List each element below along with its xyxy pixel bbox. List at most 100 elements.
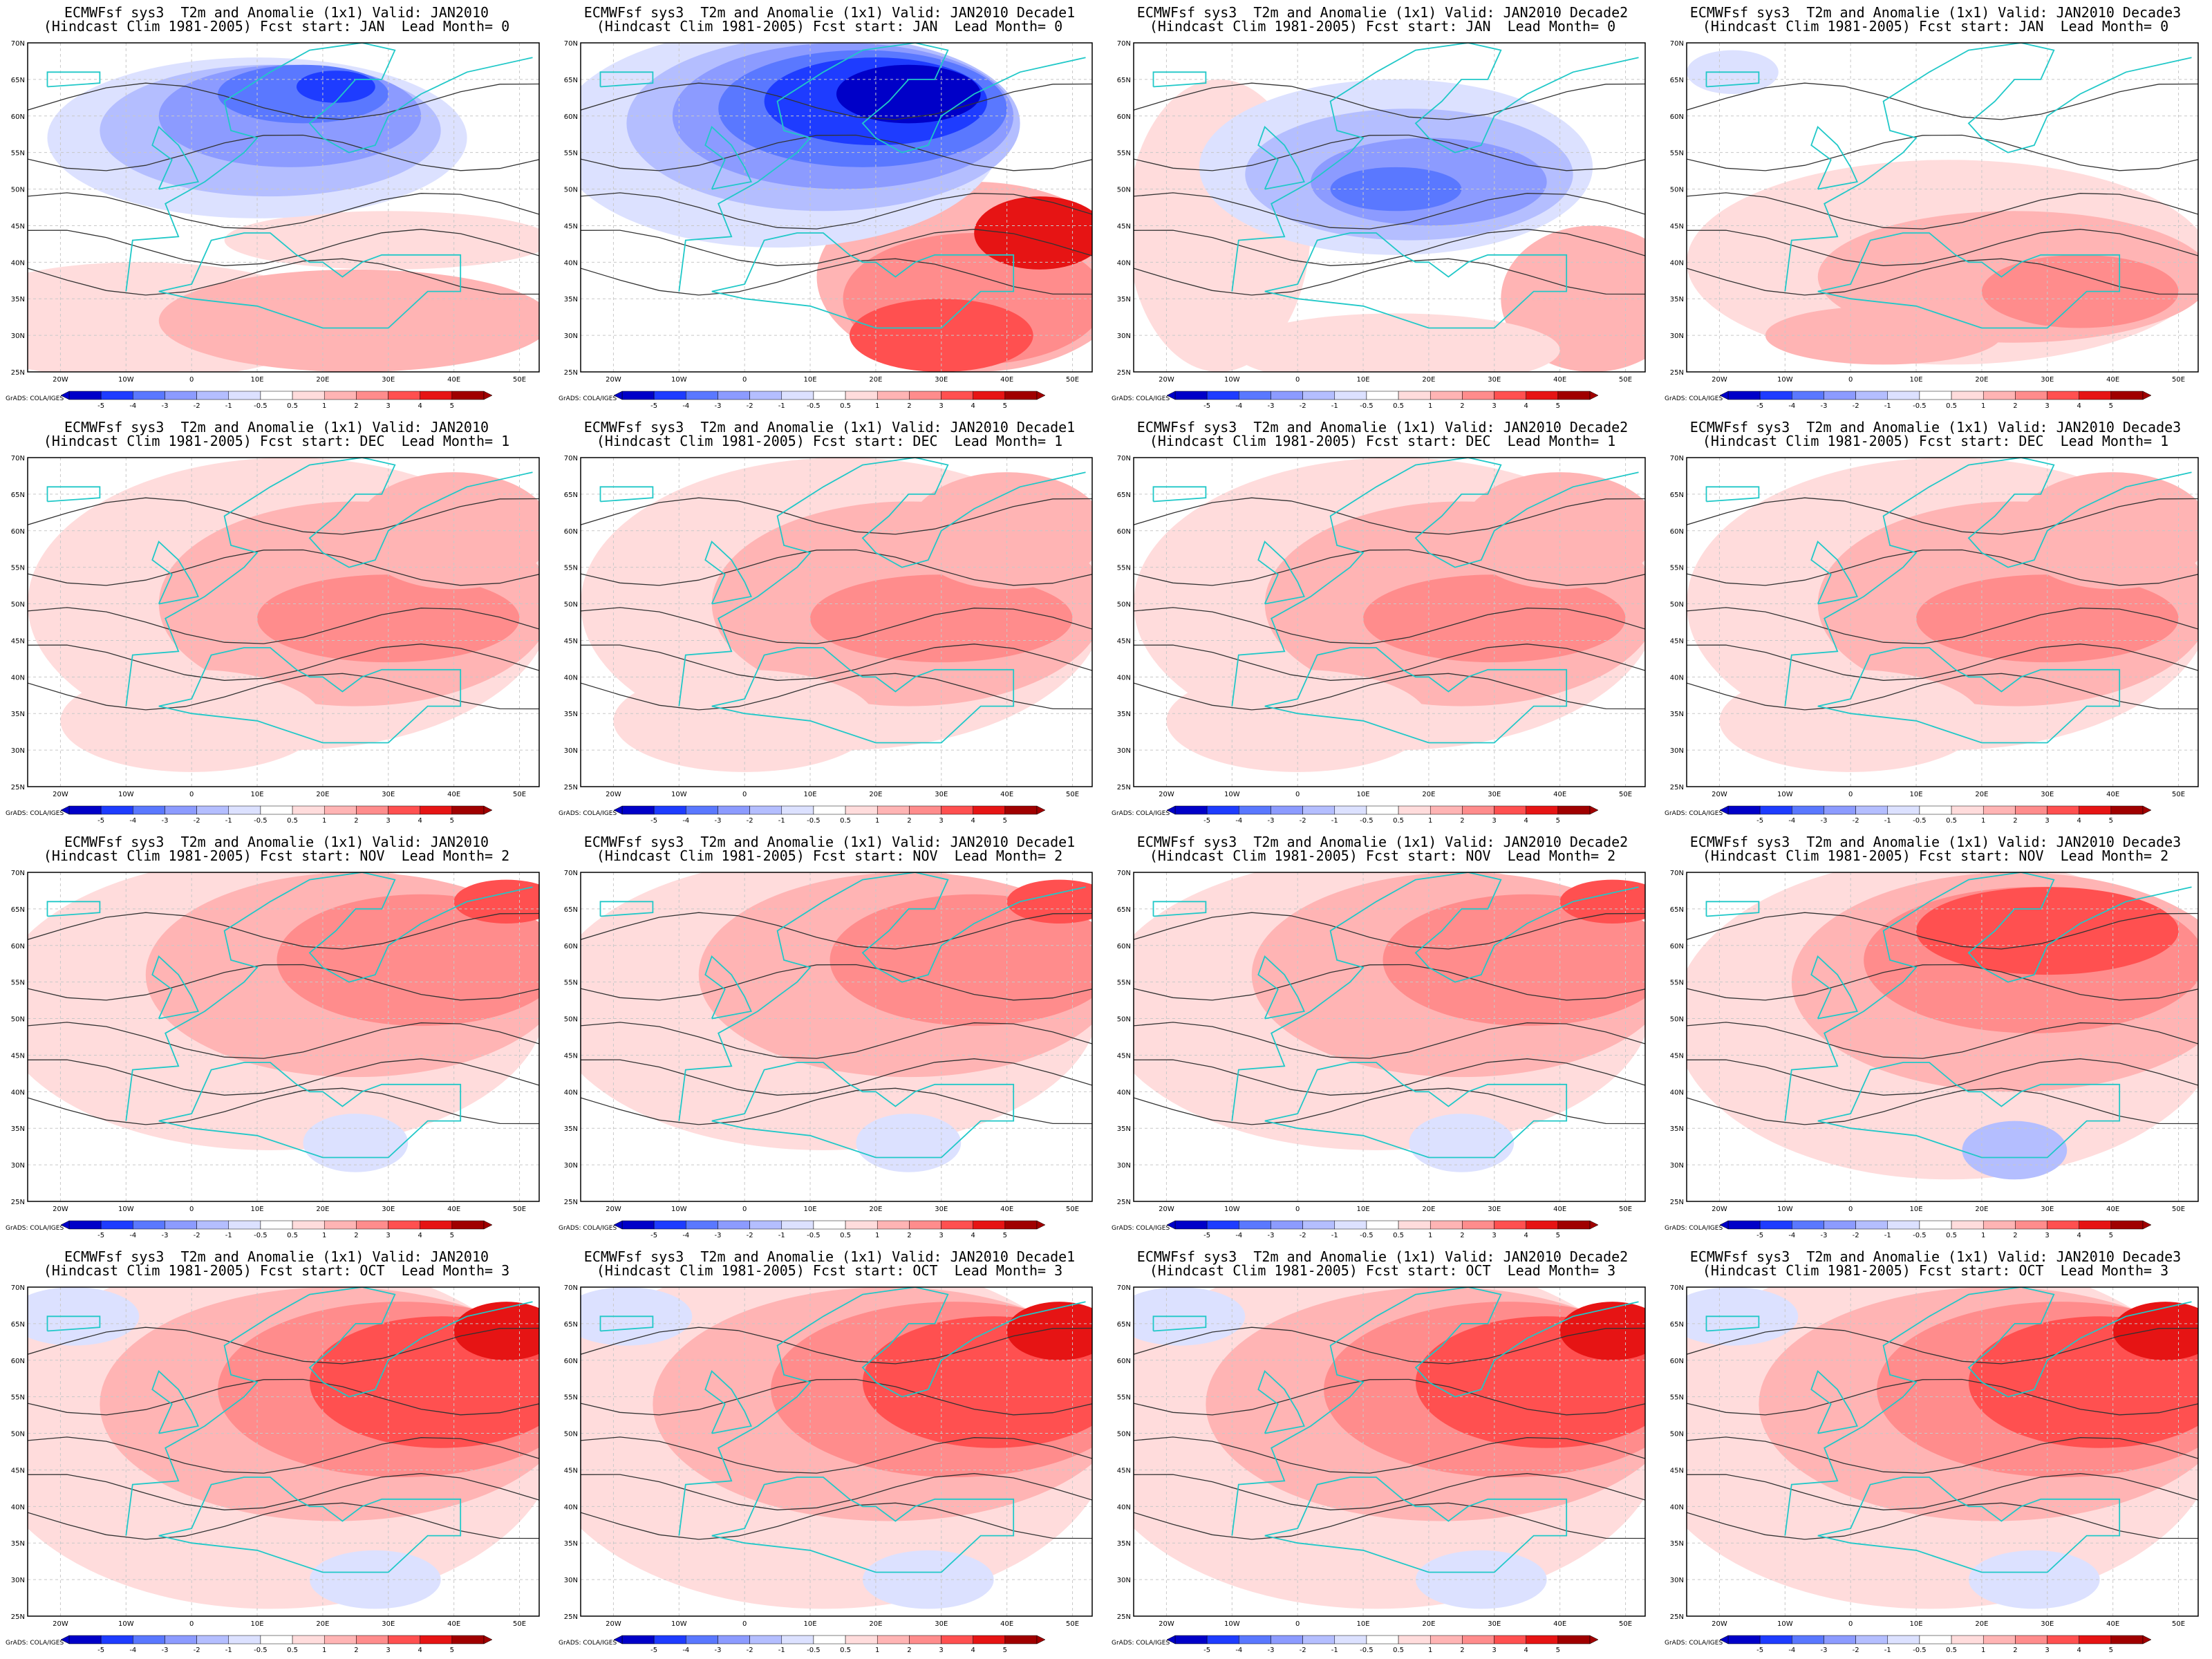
coastline [1817,232,2121,329]
colorbar-label: -1 [778,1232,785,1239]
temperature-contour [1134,1058,1645,1096]
grads-credit: GrADS: COLA/IGES [1665,395,1723,402]
colorbar-swatch [909,805,941,815]
colorbar-swatch [1727,1220,1761,1230]
colorbar-label: -0.5 [254,402,268,410]
coastline [125,872,533,1121]
longitude-label: 20E [1975,791,1988,798]
coastline [1817,1477,2121,1573]
colorbar-swatch [877,1635,910,1644]
colorbar-swatch [1855,1220,1888,1230]
latitude-label: 45N [11,1052,25,1060]
longitude-label: 10E [804,376,817,384]
coastline [158,1062,462,1159]
colorbar-swatch [1526,1635,1559,1644]
anomaly-shading [1962,1121,2068,1180]
coastline [125,43,533,292]
longitude-label: 0 [742,1620,747,1628]
temperature-contour [1134,1327,1645,1365]
panel-title-line2: (Hindcast Clim 1981-2005) Fcst start: OC… [43,1262,510,1279]
panel-title-line1: ECMWFsf sys3 T2m and Anomalie (1x1) Vali… [583,834,1076,850]
longitude-label: 0 [1848,376,1853,384]
colorbar-swatch [228,805,261,815]
panel-title-line1: ECMWFsf sys3 T2m and Anomalie (1x1) Vali… [1689,834,2182,850]
anomaly-shading [830,894,1092,1027]
latitude-label: 45N [1117,1052,1131,1060]
colorbar-label: 5 [1556,817,1560,825]
temperature-contour [1687,82,2198,120]
panel-title-line1: ECMWFsf sys3 T2m and Anomalie (1x1) Vali… [64,834,489,850]
latitude-label: 40N [564,259,578,267]
colorbar-swatch [324,1220,357,1230]
temperature-contour [1134,82,1645,120]
colorbar-label: 2 [354,1647,358,1654]
colorbar-swatch [973,805,1006,815]
latitude-label: 50N [1117,1431,1131,1438]
anomaly-shading [2014,472,2198,590]
colorbar-swatch [260,1635,293,1644]
panel-title-line2: (Hindcast Clim 1981-2005) Fcst start: NO… [43,847,510,864]
longitude-label: 50E [1066,1620,1079,1628]
map-panel: ECMWFsf sys3 T2m and Anomalie (1x1) Vali… [1106,1244,1659,1659]
coastline [1784,458,2192,706]
colorbar-swatch [941,805,973,815]
colorbar-swatch [877,805,910,815]
latitude-label: 70N [1117,40,1131,48]
latitude-label: 35N [1670,1125,1684,1133]
longitude-label: 40E [447,376,460,384]
colorbar-swatch [845,1220,878,1230]
temperature-contour [1687,1058,2198,1096]
latitude-label: 25N [11,369,25,377]
anomaly-shading [1006,1302,1092,1360]
colorbar-swatch [1462,1220,1494,1230]
latitude-label: 60N [11,528,25,536]
colorbar-swatch [1239,391,1271,400]
colorbar-swatch [324,805,357,815]
coastline [1231,43,1639,292]
colorbar-label: 4 [1524,402,1528,410]
temperature-contour [1687,497,2198,535]
colorbar-swatch [781,391,814,400]
colorbar-swatch [68,805,102,815]
colorbar-swatch [1824,1635,1856,1644]
colorbar-label: 5 [1003,817,1007,825]
latitude-label: 60N [564,943,578,950]
longitude-label: 40E [2106,791,2119,798]
colorbar-label: -1 [1331,402,1338,410]
colorbar-swatch [718,391,750,400]
colorbar-swatch [292,1635,325,1644]
colorbar-label: 5 [450,1232,454,1239]
panel-title-line1: ECMWFsf sys3 T2m and Anomalie (1x1) Vali… [1689,4,2182,21]
colorbar-swatch [196,391,229,400]
colorbar-swatch [1174,391,1208,400]
colorbar-swatch [228,391,261,400]
colorbar-swatch [749,1635,782,1644]
temperature-contour [28,1378,539,1416]
colorbar-swatch [260,391,293,400]
latitude-label: 65N [1670,77,1684,84]
latitude-label: 35N [1117,1125,1131,1133]
longitude-label: 20E [1975,1620,1988,1628]
anomaly-shading [1409,1114,1515,1172]
colorbar-label: 0.5 [840,1232,851,1239]
longitude-label: 50E [2172,376,2185,384]
temperature-contour [1134,1436,1645,1474]
colorbar-swatch [100,1220,133,1230]
colorbar-swatch [2079,1635,2112,1644]
colorbar-swatch [1430,1635,1463,1644]
colorbar-swatch [1206,1220,1239,1230]
latitude-label: 60N [1117,943,1131,950]
colorbar-label: 2 [907,1232,911,1239]
panel-title-line1: ECMWFsf sys3 T2m and Anomalie (1x1) Vali… [583,1248,1076,1265]
colorbar-label: -2 [1300,402,1306,410]
latitude-label: 50N [1117,187,1131,194]
colorbar-swatch [165,1635,197,1644]
colorbar-label: -0.5 [1360,817,1374,825]
colorbar-swatch [781,1635,814,1644]
latitude-label: 60N [1670,113,1684,121]
latitude-label: 35N [564,1125,578,1133]
panel-title-line1: ECMWFsf sys3 T2m and Anomalie (1x1) Vali… [1136,1248,1629,1265]
colorbar-swatch [1983,1220,2016,1230]
colorbar-label: 3 [1492,817,1496,825]
colorbar-swatch [1557,1220,1591,1230]
